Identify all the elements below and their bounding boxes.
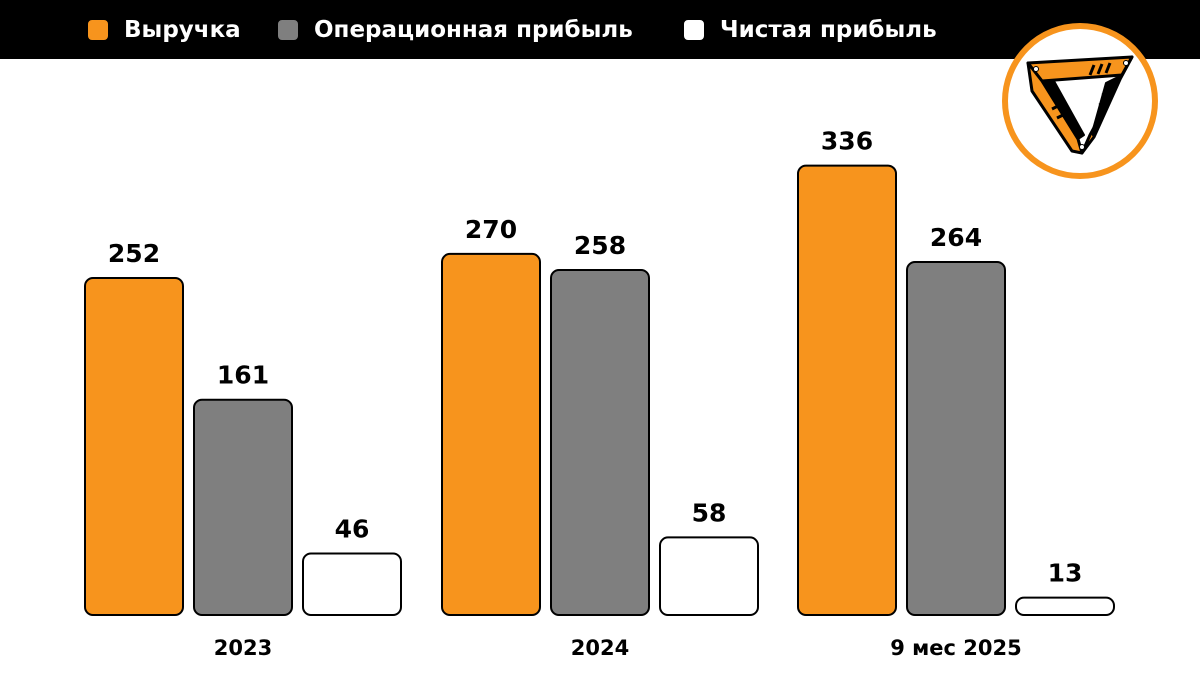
data-label-net-profit-0: 46 xyxy=(335,514,370,543)
legend-item-operating-profit: Операционная прибыль xyxy=(276,0,633,59)
legend-label-revenue: Выручка xyxy=(124,16,241,43)
data-label-net-profit-2: 13 xyxy=(1048,559,1083,588)
legend-swatch-net-profit xyxy=(682,17,706,42)
category-label-0: 2023 xyxy=(214,636,272,660)
legend-item-revenue: Выручка xyxy=(86,0,241,59)
bar-net-profit-2 xyxy=(1015,596,1115,616)
bar-revenue-2 xyxy=(797,164,897,617)
legend-label-operating-profit: Операционная прибыль xyxy=(314,16,633,43)
bar-operating-profit-0 xyxy=(193,398,293,617)
legend-bar: Выручка Операционная прибыль Чистая приб… xyxy=(0,0,1200,59)
data-label-revenue-2: 336 xyxy=(821,127,873,156)
legend-swatch-revenue xyxy=(86,17,110,42)
bar-revenue-0 xyxy=(84,277,184,616)
category-label-1: 2024 xyxy=(571,636,629,660)
data-label-revenue-0: 252 xyxy=(108,239,160,268)
bar-operating-profit-1 xyxy=(550,268,650,616)
data-label-net-profit-1: 58 xyxy=(692,498,727,527)
data-label-revenue-1: 270 xyxy=(465,215,517,244)
legend-item-net-profit: Чистая прибыль xyxy=(682,0,937,59)
category-label-2: 9 мес 2025 xyxy=(890,636,1022,660)
legend-label-net-profit: Чистая прибыль xyxy=(720,16,937,43)
triangle-logo-icon xyxy=(1002,23,1158,179)
data-label-operating-profit-1: 258 xyxy=(574,231,626,260)
bar-net-profit-1 xyxy=(659,536,759,617)
bar-revenue-1 xyxy=(441,252,541,617)
data-label-operating-profit-2: 264 xyxy=(930,223,982,252)
bar-operating-profit-2 xyxy=(906,260,1006,616)
data-label-operating-profit-0: 161 xyxy=(217,361,269,390)
bar-net-profit-0 xyxy=(302,552,402,617)
legend-swatch-operating-profit xyxy=(276,17,300,42)
